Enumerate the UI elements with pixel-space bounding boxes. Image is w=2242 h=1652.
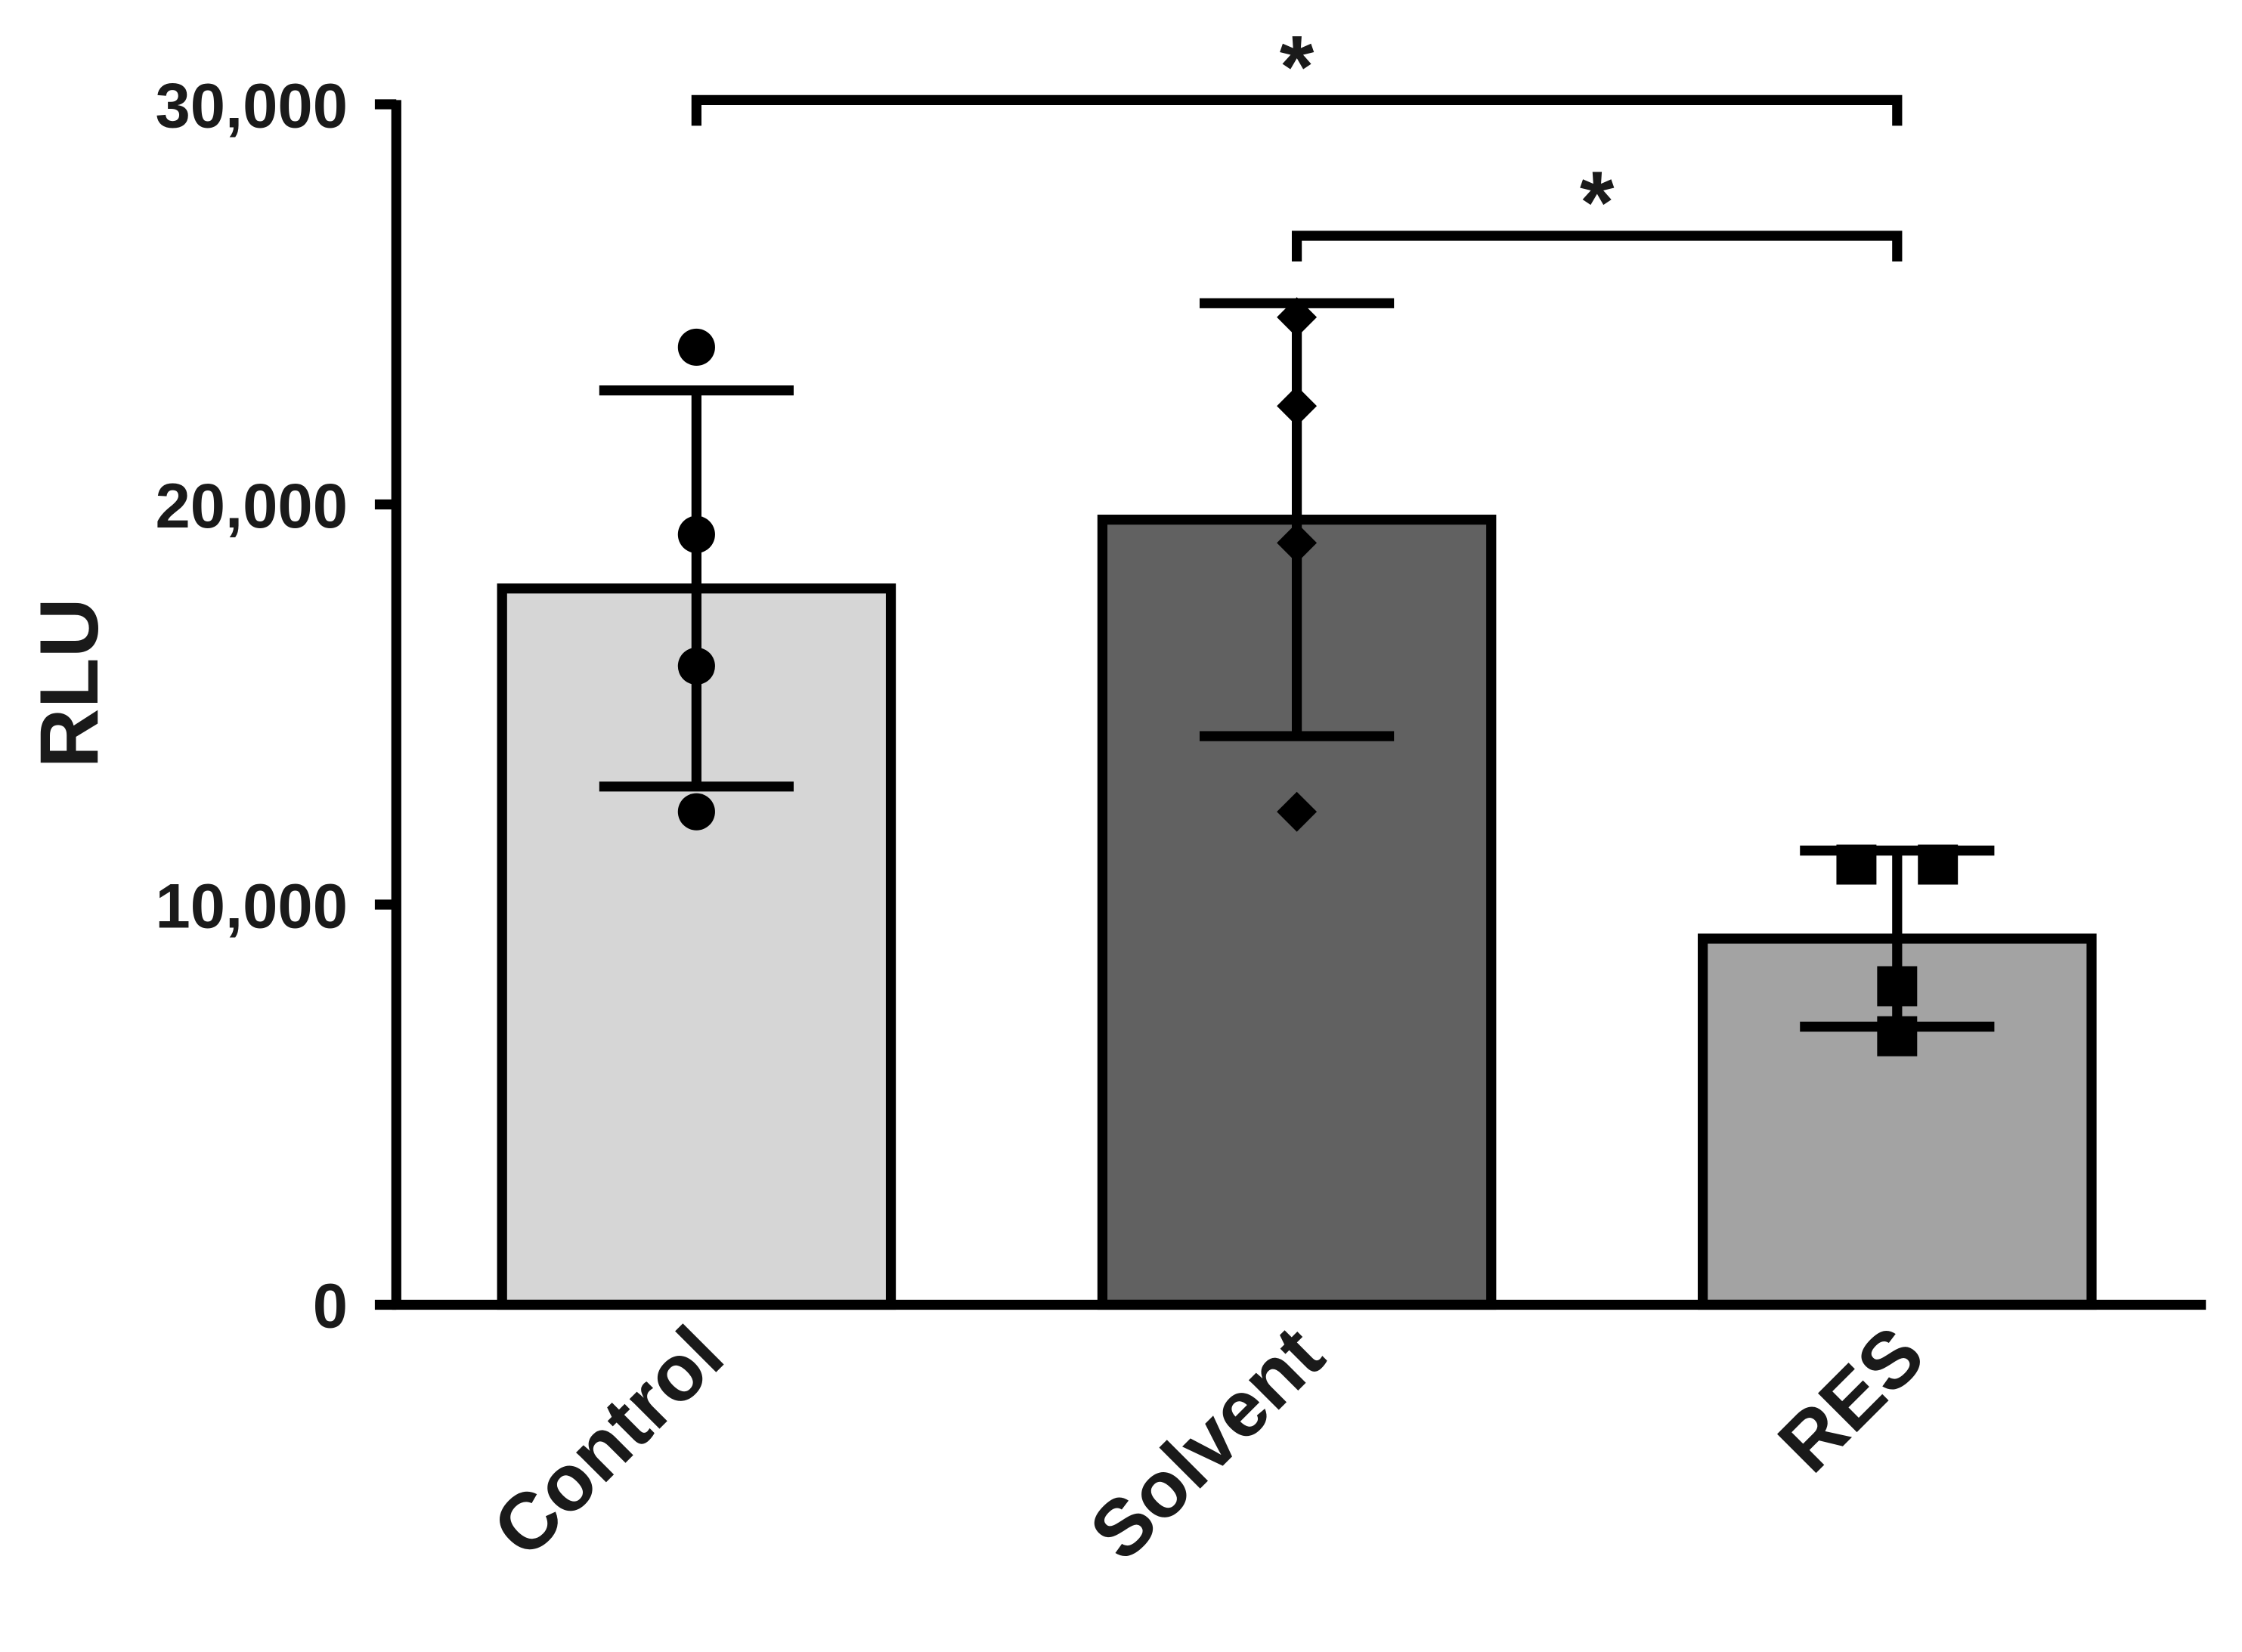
y-tick-label: 10,000 <box>156 871 348 941</box>
y-tick-label: 30,000 <box>156 70 348 141</box>
error-bar <box>1200 298 1395 741</box>
data-point <box>1277 791 1318 832</box>
data-point <box>677 328 715 367</box>
x-tick-label: Control <box>476 1310 741 1574</box>
y-axis-label: RLU <box>23 598 116 768</box>
y-tick-label: 20,000 <box>156 471 348 541</box>
significance-bracket <box>691 94 1903 126</box>
error-bar <box>599 385 794 792</box>
significance-label: * <box>1280 17 1315 116</box>
x-tick-label: Solvent <box>1073 1310 1341 1577</box>
y-tick-label: 0 <box>313 1271 348 1341</box>
significance-bracket <box>1291 230 1903 262</box>
x-tick-label: RES <box>1761 1310 1940 1489</box>
data-point <box>677 793 715 831</box>
error-bar <box>1800 845 1995 1032</box>
significance-label: * <box>1580 153 1615 252</box>
